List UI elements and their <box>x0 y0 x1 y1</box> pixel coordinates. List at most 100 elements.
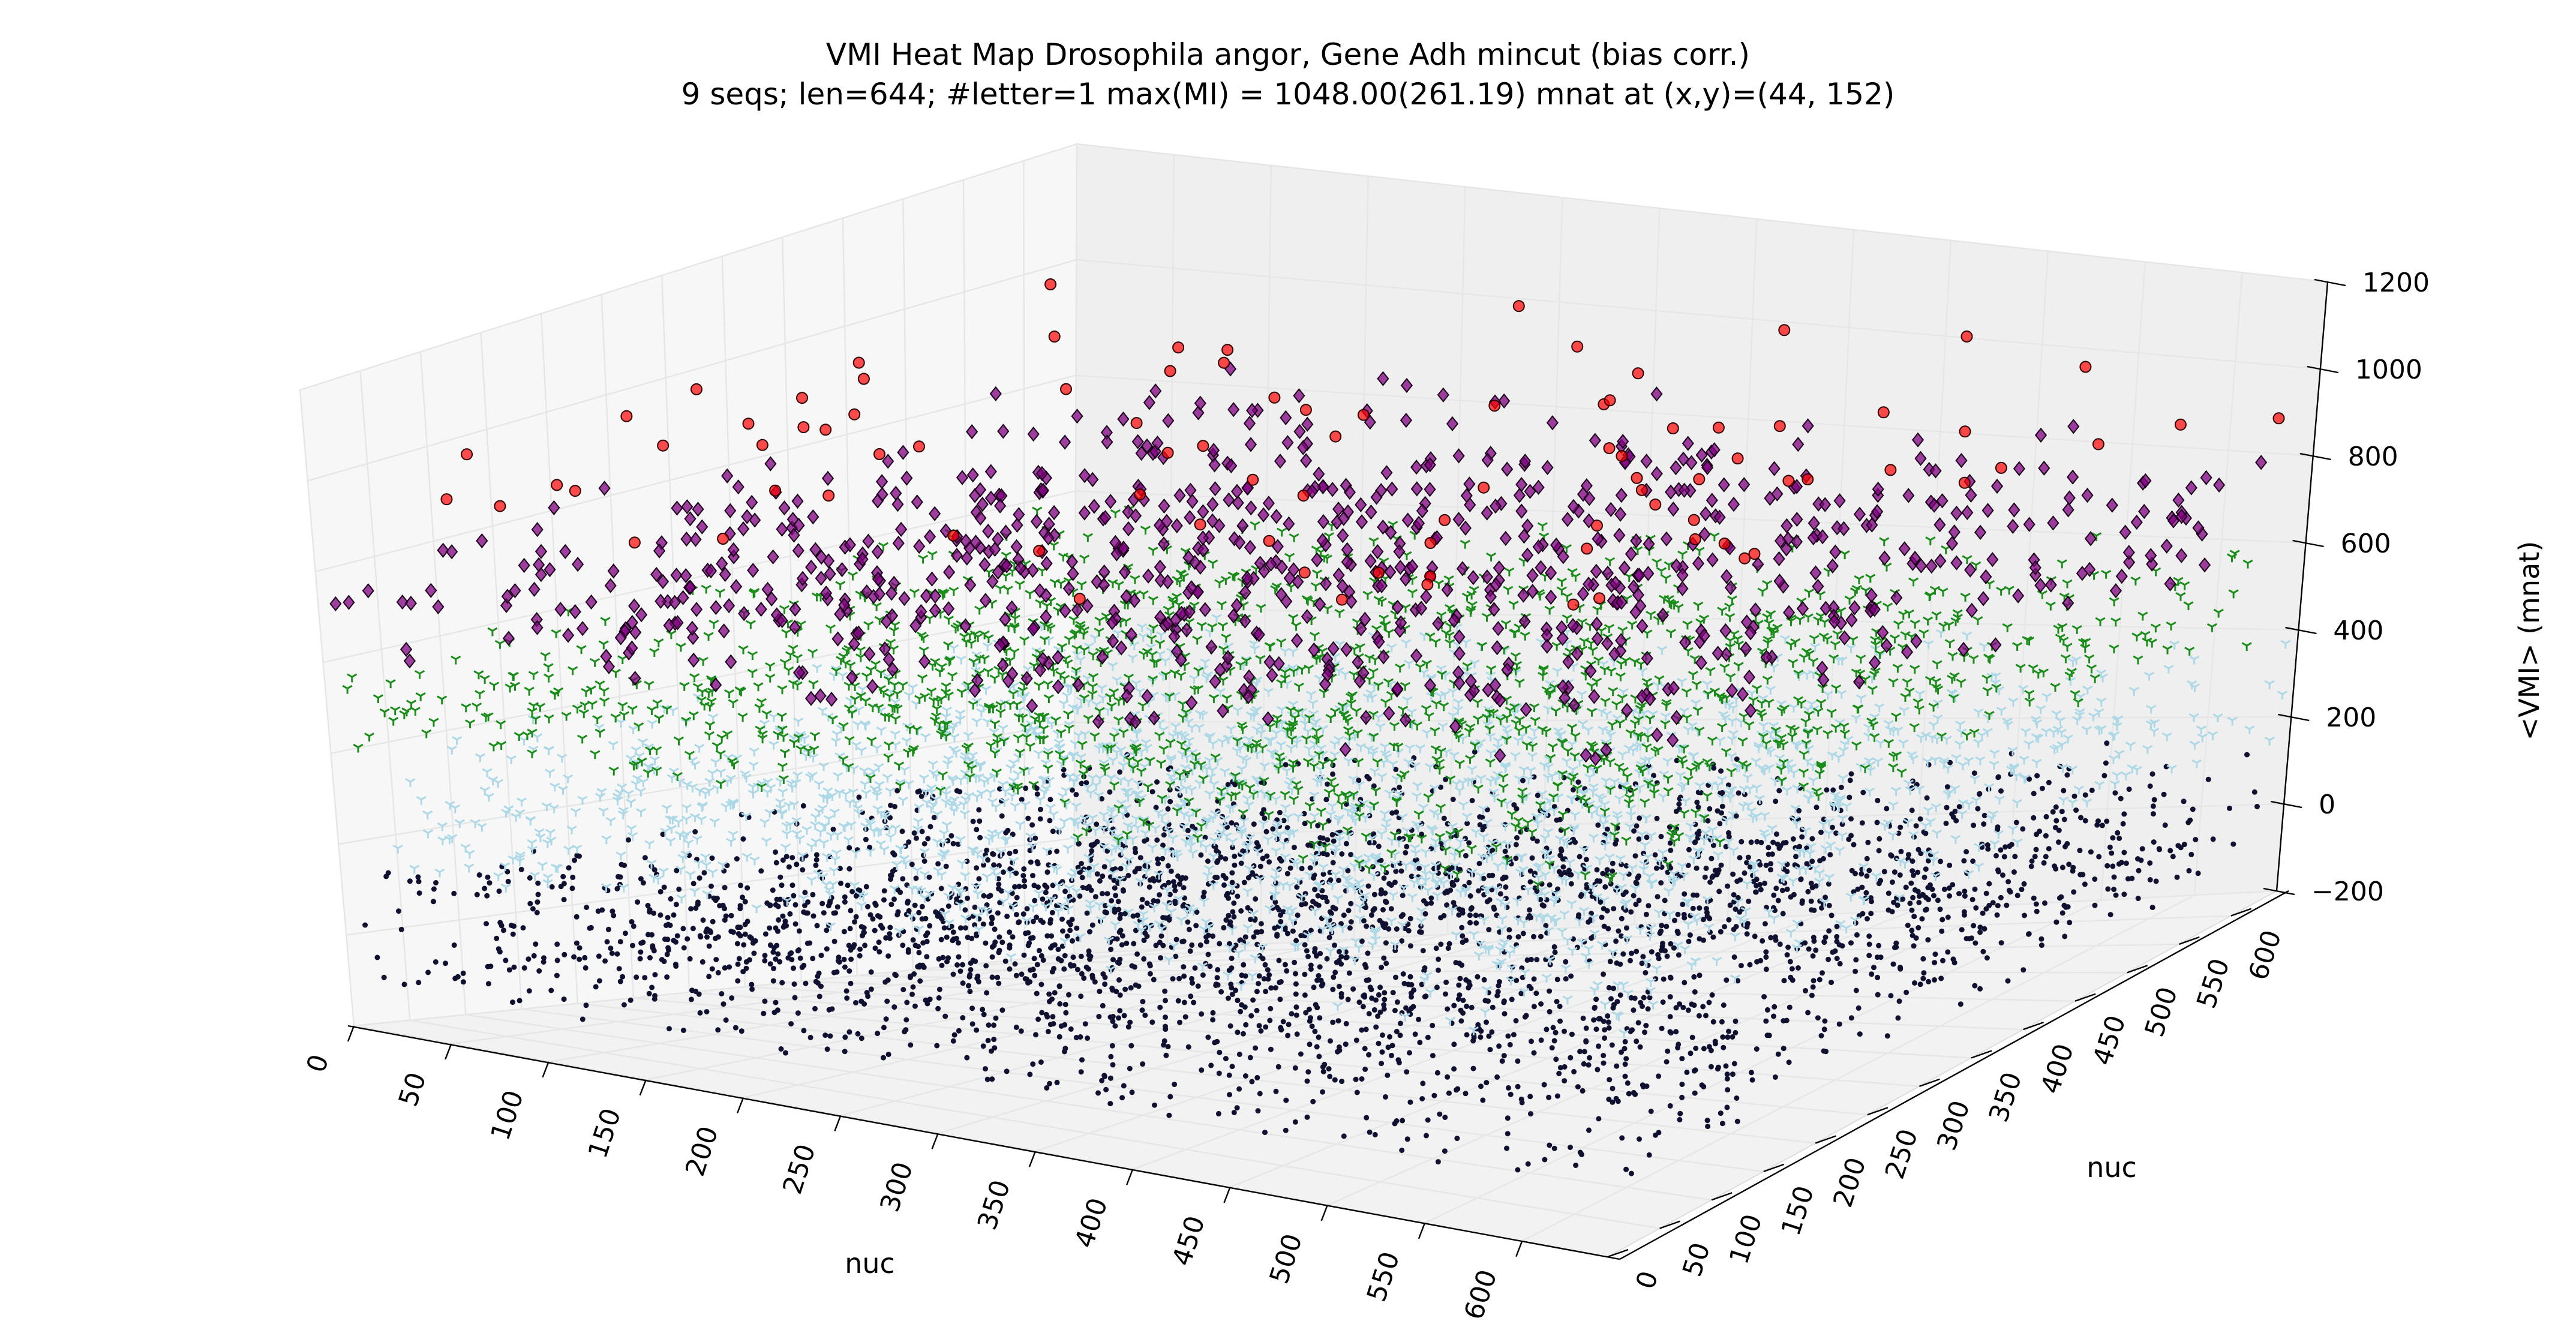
data-point <box>1494 993 1500 999</box>
data-point <box>455 974 461 980</box>
data-point <box>1097 878 1103 884</box>
data-point <box>955 841 961 847</box>
data-point <box>970 818 976 824</box>
data-point <box>1116 977 1122 983</box>
data-point <box>1868 911 1874 917</box>
data-point <box>1385 1044 1391 1050</box>
data-point <box>1343 954 1349 960</box>
data-point <box>580 1016 586 1022</box>
data-point <box>1419 1096 1425 1101</box>
data-point <box>954 788 960 794</box>
data-point <box>1302 992 1308 998</box>
data-point <box>909 991 915 997</box>
data-point <box>1675 911 1681 917</box>
data-point <box>1338 866 1349 875</box>
data-point <box>1608 881 1614 887</box>
data-point <box>845 882 851 888</box>
data-point <box>1338 954 1344 960</box>
data-point <box>742 899 748 905</box>
data-point <box>1607 959 1613 965</box>
data-point <box>2142 744 2153 754</box>
data-point <box>1557 1065 1563 1071</box>
data-point <box>1158 933 1164 939</box>
z-gridline <box>307 259 2321 482</box>
data-point <box>810 913 816 919</box>
data-point <box>1790 836 1796 842</box>
data-point <box>1330 870 1341 880</box>
data-point <box>1254 1008 1260 1013</box>
data-point <box>1139 1007 1145 1013</box>
data-point <box>1691 699 1701 708</box>
data-point <box>1201 890 1207 895</box>
data-point <box>1107 1101 1113 1107</box>
data-point <box>2121 891 2127 897</box>
data-point <box>792 995 798 1001</box>
data-point <box>1428 900 1434 906</box>
data-point <box>1116 1015 1121 1021</box>
data-point <box>1998 940 2004 946</box>
data-point <box>1433 945 1439 951</box>
data-point <box>1866 933 1872 939</box>
data-point <box>835 958 841 964</box>
data-point <box>1382 990 1388 996</box>
data-point <box>1247 1055 1253 1061</box>
data-point <box>1280 803 1291 813</box>
data-point <box>1292 1065 1298 1071</box>
data-point <box>1527 907 1533 913</box>
data-point <box>396 908 401 914</box>
data-point <box>560 873 566 879</box>
data-point <box>1198 852 1204 858</box>
data-point <box>1547 988 1553 994</box>
data-point <box>1493 737 1503 746</box>
data-point <box>743 959 749 965</box>
data-point <box>596 978 602 984</box>
data-point <box>797 955 803 961</box>
data-point <box>708 883 714 889</box>
data-point <box>676 886 682 892</box>
data-point <box>1898 824 1904 830</box>
data-point <box>1972 983 1978 989</box>
data-point <box>1394 1029 1400 1034</box>
data-point <box>548 987 554 993</box>
data-point <box>1199 1011 1205 1017</box>
data-point <box>451 942 457 948</box>
data-point <box>1900 896 1906 902</box>
data-point <box>916 950 922 956</box>
data-point <box>1074 925 1080 931</box>
data-point <box>921 841 927 846</box>
data-point <box>1217 1049 1223 1055</box>
data-point <box>1552 950 1558 955</box>
data-point <box>2061 816 2067 822</box>
data-point <box>1368 987 1374 992</box>
data-point <box>1050 1014 1056 1020</box>
data-point <box>987 893 993 899</box>
data-point <box>801 1028 807 1034</box>
data-point <box>1810 953 1816 959</box>
data-point <box>1395 1057 1401 1063</box>
data-point <box>1876 881 1882 887</box>
data-point <box>1547 1008 1553 1014</box>
data-point <box>1103 1086 1109 1092</box>
data-point <box>1049 996 1055 1002</box>
data-point <box>1542 1157 1548 1163</box>
data-point <box>1249 1079 1255 1085</box>
data-point <box>1760 938 1766 944</box>
data-point <box>1622 1061 1628 1067</box>
data-point <box>574 940 580 946</box>
data-point <box>1691 974 1697 980</box>
data-point <box>1115 899 1121 905</box>
data-point <box>1401 981 1407 986</box>
data-point <box>1176 916 1187 926</box>
data-point <box>1478 1034 1484 1040</box>
data-point <box>1047 1080 1052 1086</box>
data-point <box>1604 867 1610 873</box>
data-point <box>910 984 916 990</box>
data-point <box>2147 783 2153 789</box>
data-point <box>1784 1017 1790 1023</box>
data-point <box>2005 978 2011 984</box>
data-point <box>1876 942 1882 948</box>
data-point <box>974 827 980 833</box>
data-point <box>526 956 532 962</box>
data-point <box>1509 996 1515 1002</box>
data-point <box>1788 894 1794 900</box>
